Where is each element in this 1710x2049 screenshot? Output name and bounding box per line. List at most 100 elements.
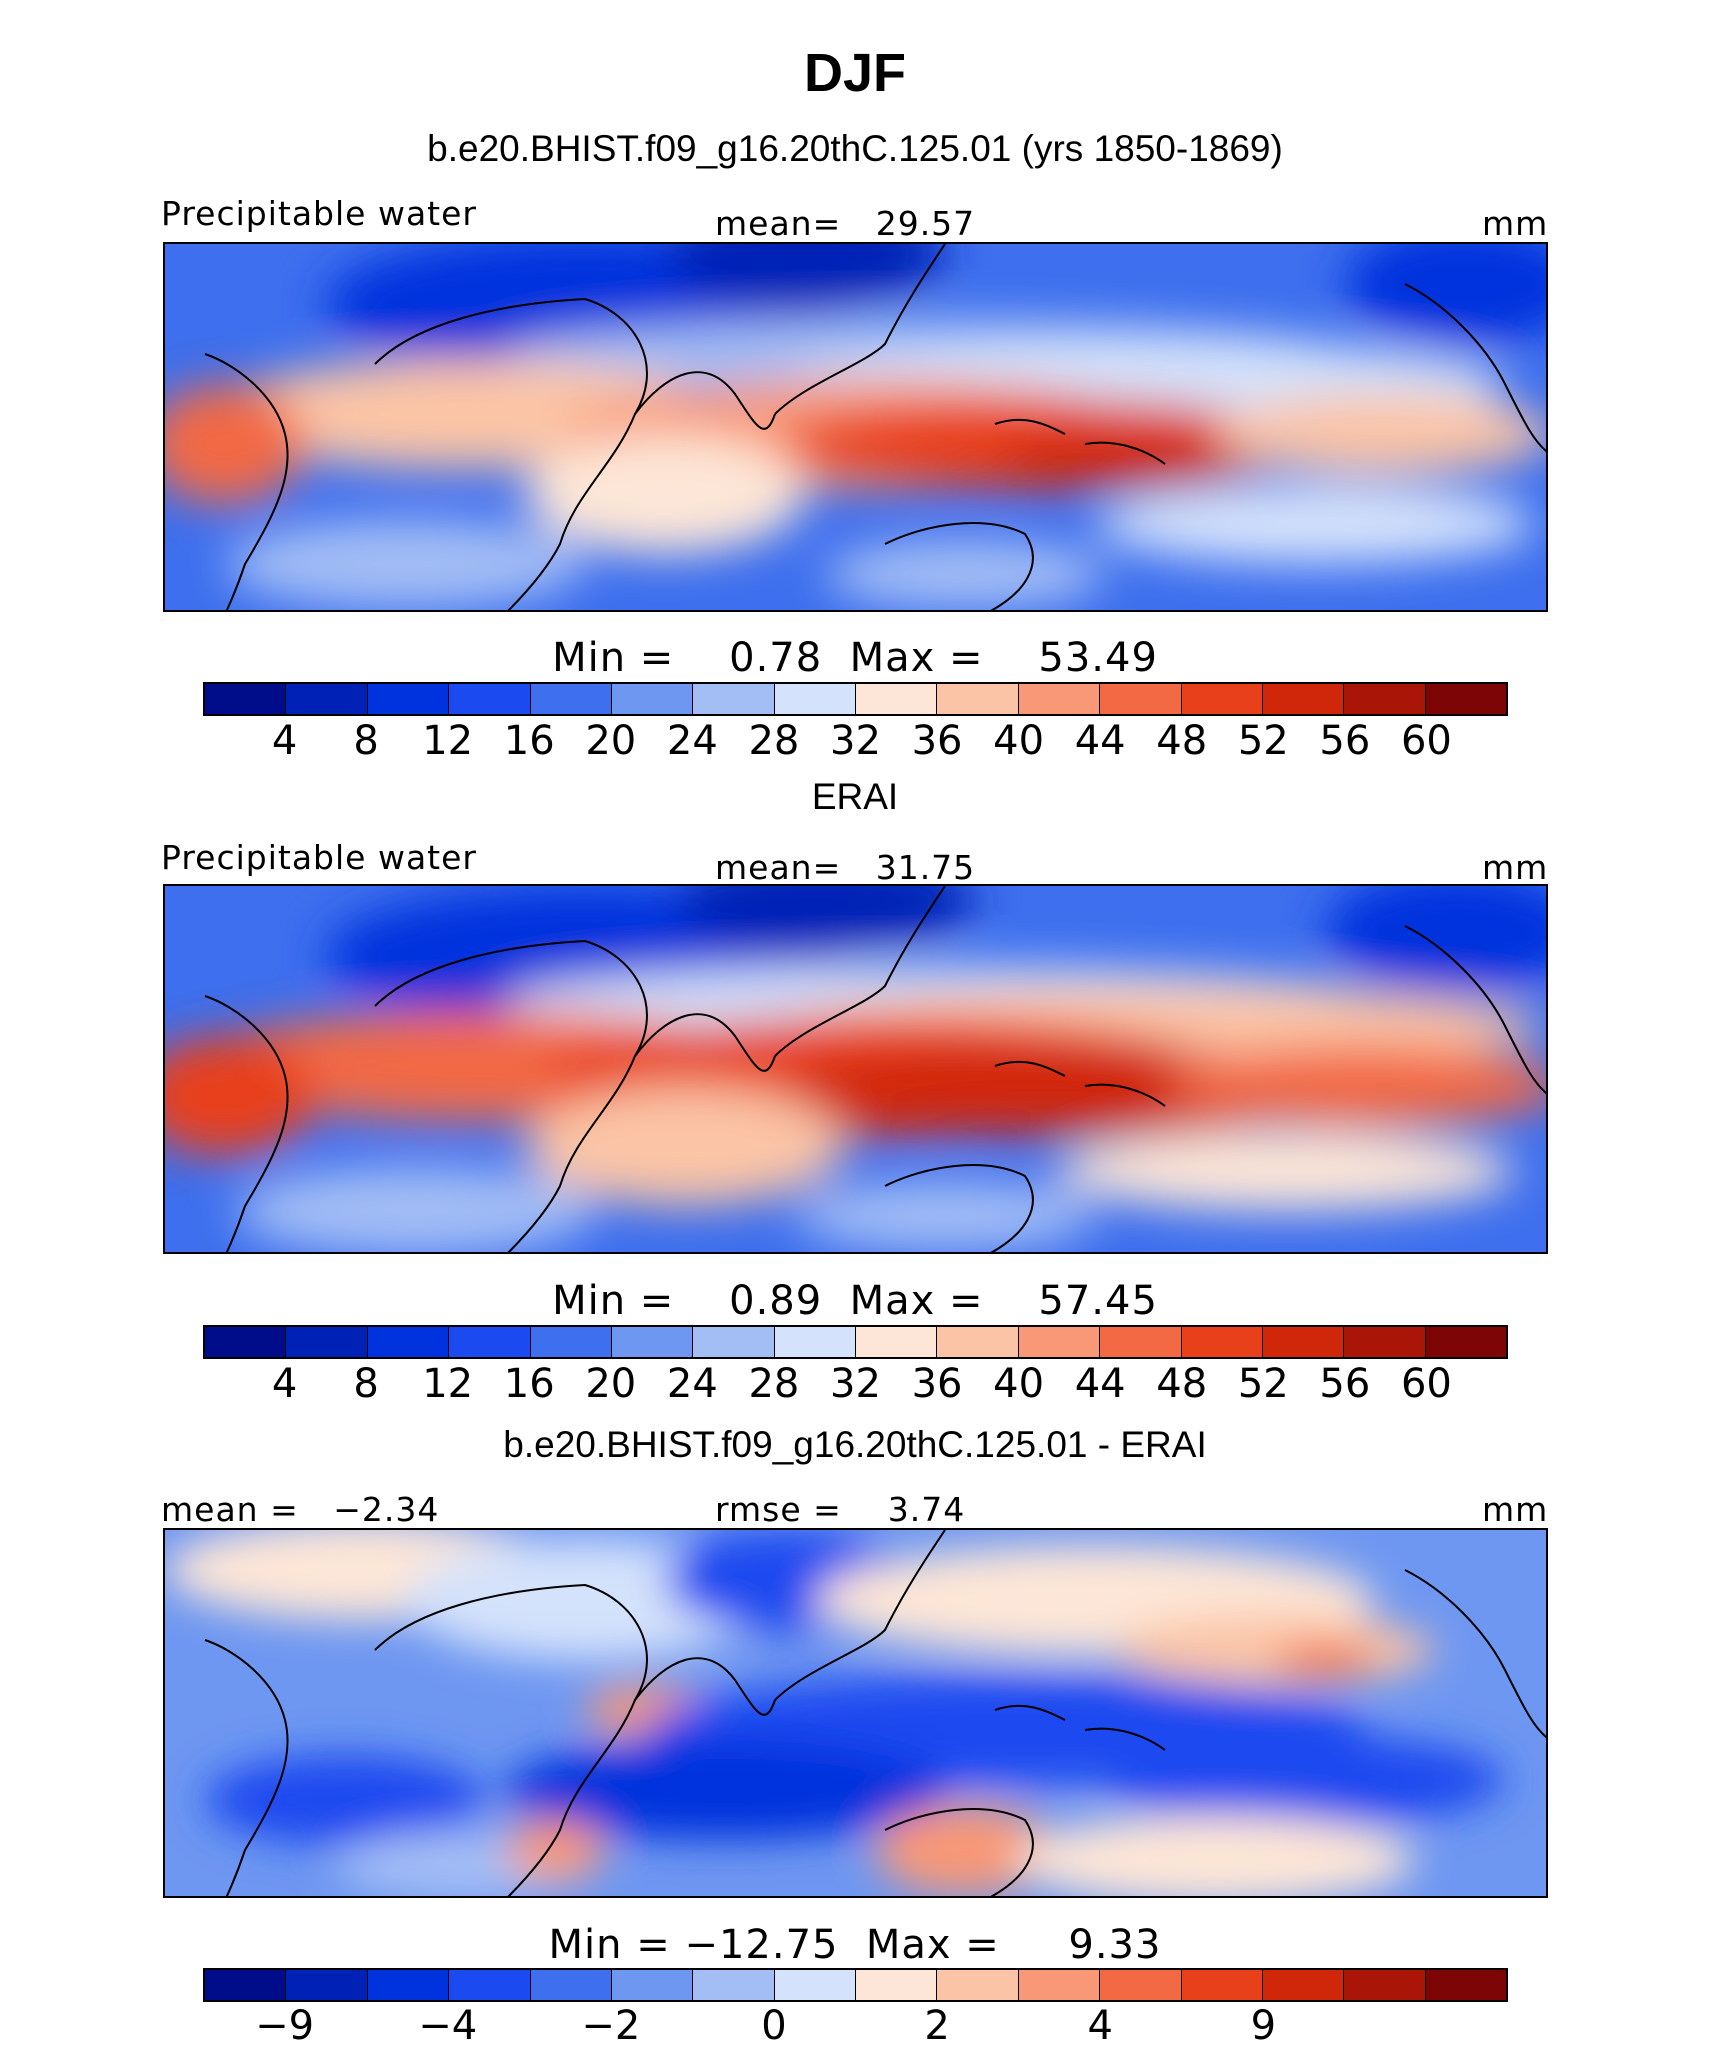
panel2-mean-label: mean= 31.75	[715, 848, 976, 887]
colorbar-segment	[774, 1327, 856, 1357]
colorbar-segment	[856, 1970, 938, 2000]
colorbar-segment	[937, 1970, 1019, 2000]
colorbar-segment	[1181, 1327, 1263, 1357]
colorbar-segment	[693, 684, 775, 714]
colorbar-tick-label: 40	[993, 718, 1045, 764]
colorbar-tick-label: 9	[1250, 2003, 1277, 2049]
colorbar-segment	[367, 1970, 450, 2000]
colorbar-tick-label: 12	[422, 1361, 474, 1407]
colorbar-segment	[1018, 1327, 1101, 1357]
colorbar-tick-label: 8	[353, 1361, 379, 1407]
panel1-colorbar	[203, 682, 1508, 716]
colorbar-tick-label: 56	[1319, 718, 1371, 764]
colorbar-segment	[530, 1970, 612, 2000]
colorbar-segment	[1100, 1327, 1182, 1357]
colorbar-tick-label: 32	[830, 718, 881, 764]
colorbar-tick-label: 4	[271, 718, 298, 764]
colorbar-tick-label: 52	[1237, 1361, 1289, 1407]
colorbar-segment	[856, 1327, 938, 1357]
colorbar-tick-label: 44	[1074, 718, 1126, 764]
colorbar-segment	[286, 1970, 368, 2000]
colorbar-segment	[286, 684, 368, 714]
panel3-rmse-label: rmse = 3.74	[715, 1490, 966, 1529]
colorbar-segment	[693, 1327, 775, 1357]
panel2-subtitle: ERAI	[811, 776, 899, 817]
colorbar-segment	[774, 684, 856, 714]
panel1-variable-label: Precipitable water	[161, 194, 477, 233]
colorbar-tick-label: 56	[1319, 1361, 1371, 1407]
panel2-colorbar	[203, 1325, 1508, 1359]
colorbar-segment	[1181, 1970, 1263, 2000]
colorbar-tick-label: 4	[271, 1361, 298, 1407]
colorbar-tick-label: 32	[830, 1361, 881, 1407]
colorbar-segment	[286, 1327, 368, 1357]
colorbar-segment	[205, 684, 287, 714]
colorbar-segment	[205, 1970, 287, 2000]
colorbar-tick-label: 0	[761, 2003, 787, 2049]
colorbar-segment	[367, 1327, 450, 1357]
panel3-mean-label: mean = −2.34	[161, 1490, 440, 1529]
colorbar-segment	[1262, 1970, 1345, 2000]
colorbar-tick-label: 40	[993, 1361, 1045, 1407]
colorbar-segment	[1425, 1970, 1506, 2000]
colorbar-tick-label: 44	[1074, 1361, 1126, 1407]
colorbar-segment	[449, 684, 531, 714]
colorbar-tick-label: −4	[418, 2003, 478, 2049]
colorbar-segment	[937, 1327, 1019, 1357]
colorbar-segment	[1344, 1327, 1426, 1357]
colorbar-tick-label: 4	[1087, 2003, 1113, 2049]
colorbar-tick-label: 36	[911, 1361, 963, 1407]
panel3-colorbar-ticks: −9 −4 −2 0 2 4 9	[203, 2003, 1508, 2049]
colorbar-segment	[611, 1970, 694, 2000]
colorbar-segment	[449, 1970, 531, 2000]
colorbar-segment	[1018, 1970, 1101, 2000]
panel3-units-label: mm	[1482, 1490, 1549, 1529]
panel1-subtitle: b.e20.BHIST.f09_g16.20thC.125.01 (yrs 18…	[427, 128, 1283, 169]
colorbar-tick-label: 20	[585, 1361, 637, 1407]
colorbar-tick-label: 52	[1237, 718, 1289, 764]
colorbar-segment	[1344, 684, 1426, 714]
colorbar-tick-label: 24	[666, 718, 718, 764]
colorbar-segment	[1100, 684, 1182, 714]
colorbar-tick-label: 8	[353, 718, 379, 764]
colorbar-segment	[774, 1970, 856, 2000]
colorbar-segment	[1181, 684, 1263, 714]
colorbar-segment	[1425, 1327, 1506, 1357]
colorbar-segment	[1262, 684, 1345, 714]
colorbar-tick-label: 48	[1156, 718, 1208, 764]
panel1-units-label: mm	[1482, 204, 1549, 243]
colorbar-tick-label: 12	[422, 718, 474, 764]
colorbar-segment	[611, 1327, 694, 1357]
colorbar-segment	[1425, 684, 1506, 714]
colorbar-segment	[1262, 1327, 1345, 1357]
colorbar-segment	[693, 1970, 775, 2000]
panel2-colorbar-ticks: 4 8 12 16 20 24 28 32 36 40 44 48 52 56 60	[203, 1361, 1508, 1407]
panel2-units-label: mm	[1482, 848, 1549, 887]
colorbar-tick-label: −2	[581, 2003, 641, 2049]
panel1-map	[163, 242, 1548, 612]
colorbar-tick-label: 60	[1400, 718, 1452, 764]
colorbar-segment	[205, 1327, 287, 1357]
figure-title: DJF	[803, 43, 906, 103]
panel2-map	[163, 884, 1548, 1254]
colorbar-tick-label: 28	[748, 718, 800, 764]
colorbar-tick-label: 20	[585, 718, 637, 764]
colorbar-tick-label: 16	[503, 1361, 555, 1407]
panel1-colorbar-ticks: 4 8 12 16 20 24 28 32 36 40 44 48 52 56 60	[203, 718, 1508, 764]
colorbar-segment	[1100, 1970, 1182, 2000]
colorbar-segment	[937, 684, 1019, 714]
colorbar-segment	[1018, 684, 1101, 714]
panel3-colorbar	[203, 1968, 1508, 2002]
colorbar-segment	[367, 684, 450, 714]
panel3-minmax: Min = −12.75 Max = 9.33	[548, 1922, 1162, 1968]
colorbar-segment	[449, 1327, 531, 1357]
colorbar-tick-label: 24	[666, 1361, 718, 1407]
colorbar-tick-label: 60	[1400, 1361, 1452, 1407]
colorbar-tick-label: 28	[748, 1361, 800, 1407]
colorbar-segment	[530, 1327, 612, 1357]
colorbar-segment	[856, 684, 938, 714]
panel1-minmax: Min = 0.78 Max = 53.49	[552, 635, 1158, 681]
panel2-minmax: Min = 0.89 Max = 57.45	[552, 1278, 1158, 1324]
panel3-subtitle: b.e20.BHIST.f09_g16.20thC.125.01 - ERAI	[503, 1424, 1207, 1465]
colorbar-segment	[611, 684, 694, 714]
